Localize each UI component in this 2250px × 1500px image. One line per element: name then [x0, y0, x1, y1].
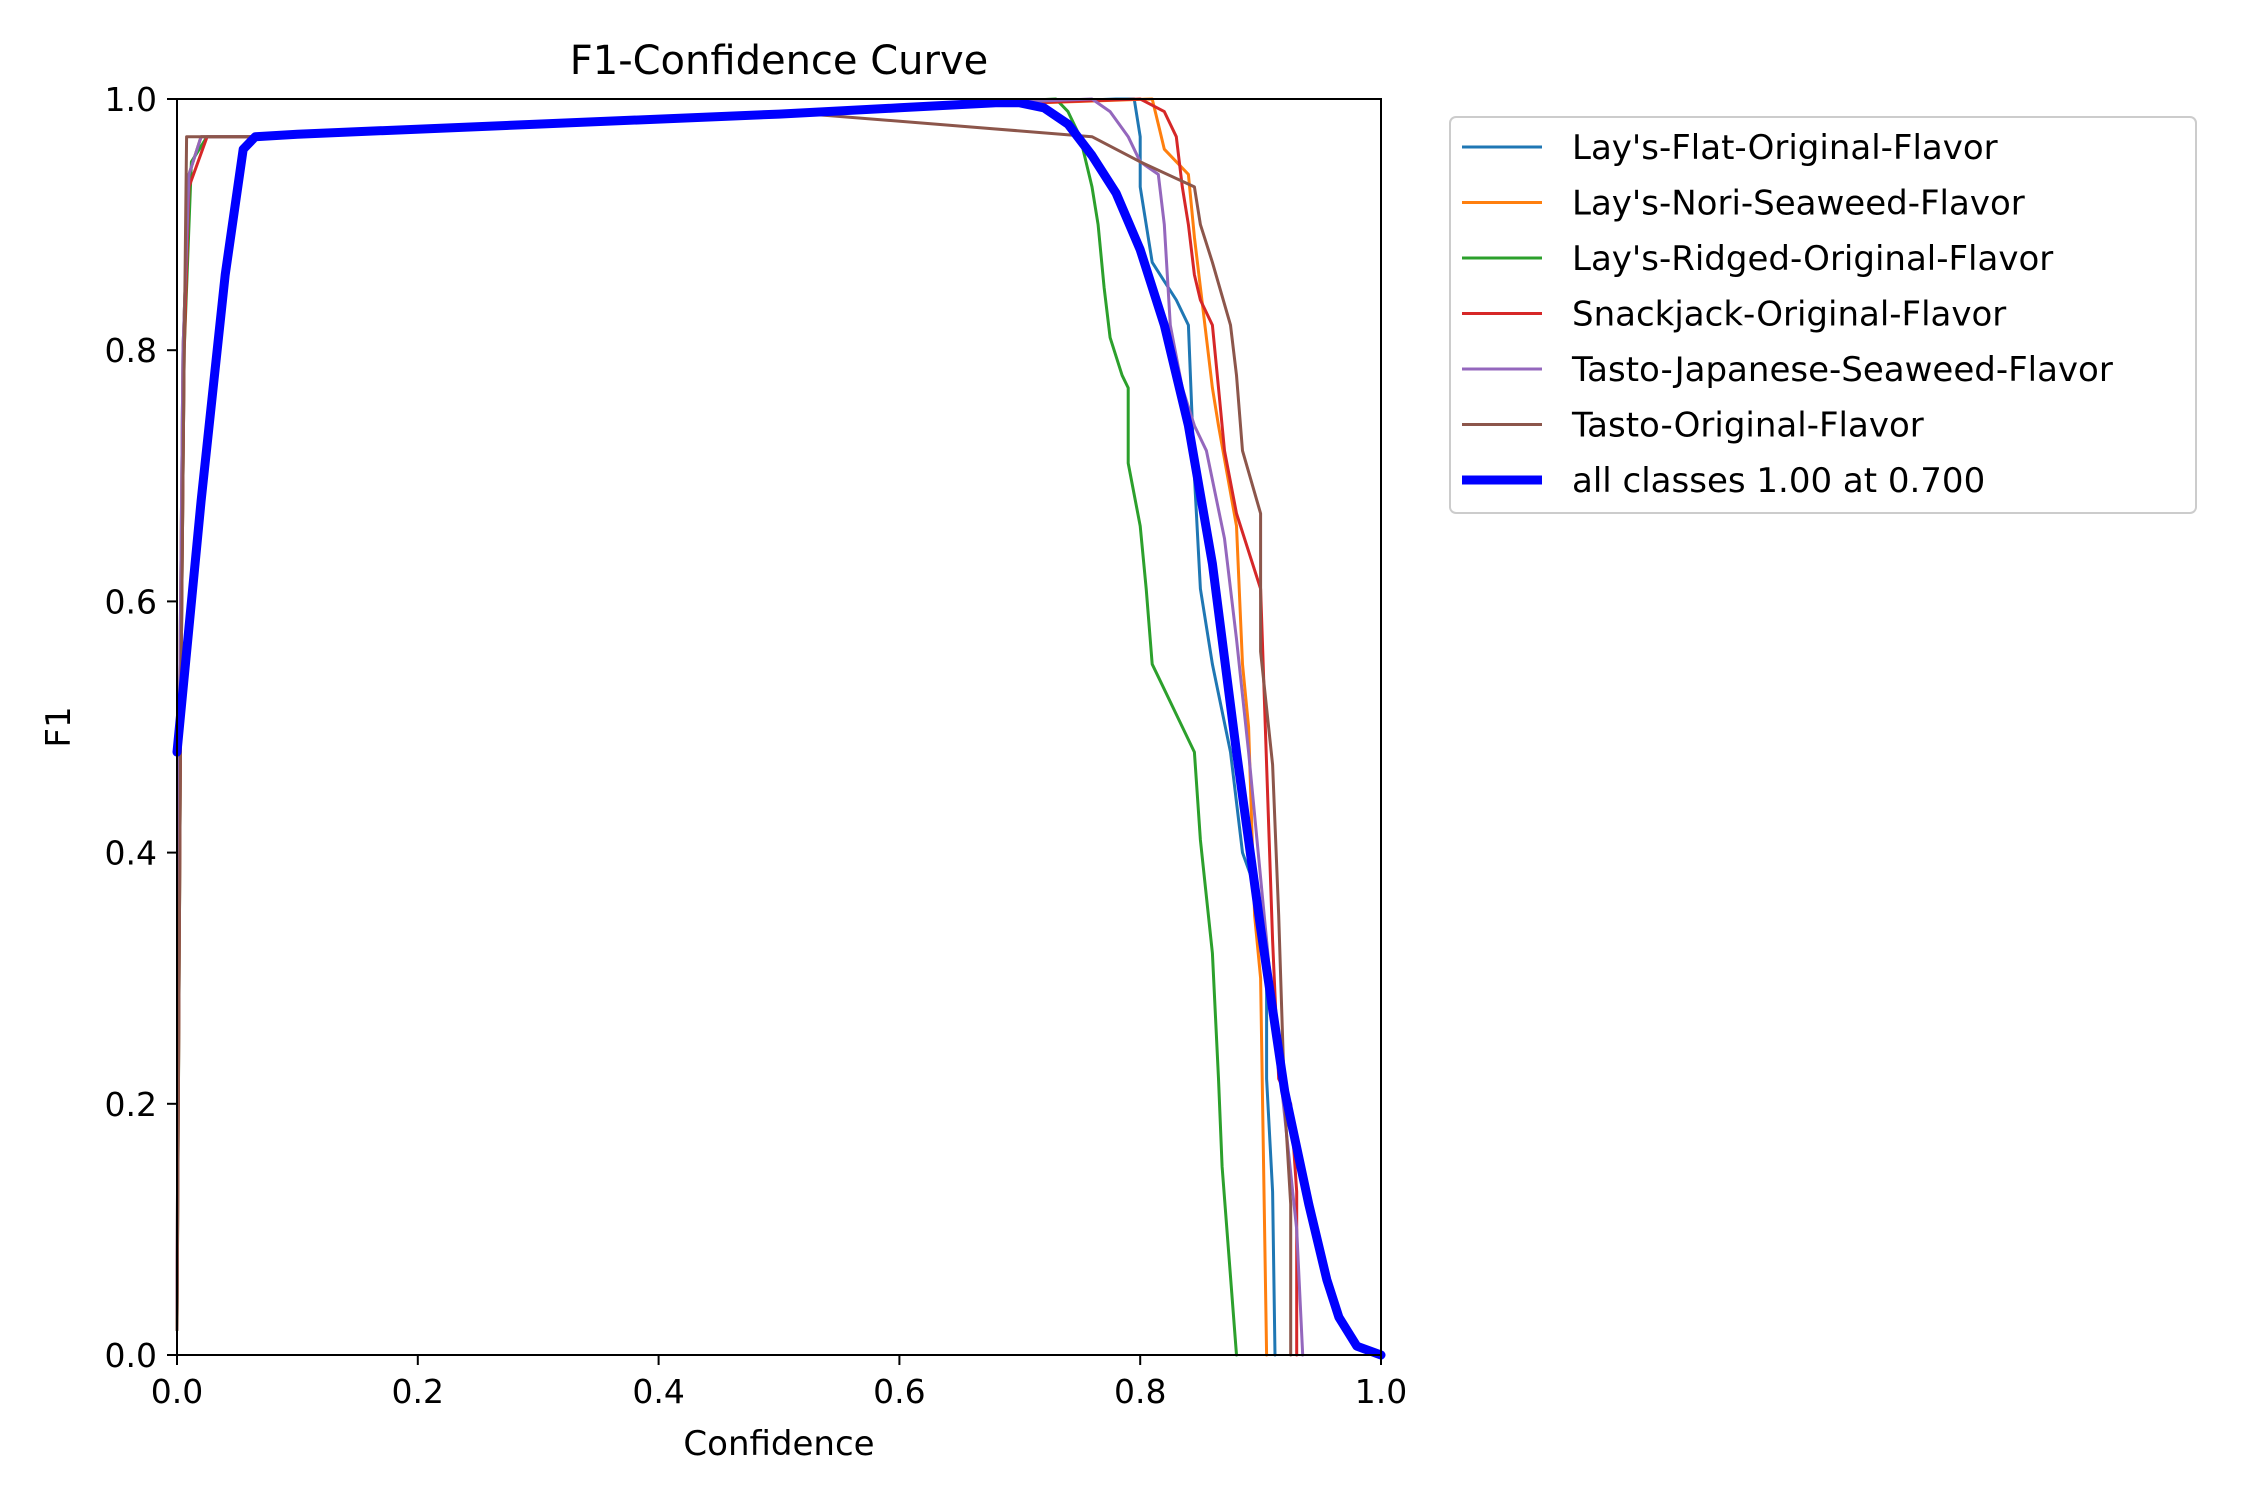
x-tick-label: 0.0 — [151, 1372, 203, 1411]
y-tick-label: 0.2 — [105, 1085, 157, 1124]
x-tick-label: 0.2 — [392, 1372, 444, 1411]
legend-item-tasto-original-flavor: Tasto-Original-Flavor — [1462, 406, 1924, 446]
legend-label: Lay's-Flat-Original-Flavor — [1572, 128, 1998, 168]
legend-item-lay-s-ridged-original-flavor: Lay's-Ridged-Original-Flavor — [1462, 239, 2053, 279]
chart-title: F1-Confidence Curve — [570, 38, 989, 84]
x-tick-label: 0.6 — [873, 1372, 925, 1411]
y-tick-label: 1.0 — [105, 80, 157, 119]
legend-label: Tasto-Original-Flavor — [1571, 406, 1924, 446]
legend-label: Lay's-Ridged-Original-Flavor — [1572, 239, 2053, 279]
legend: Lay's-Flat-Original-Flavor Lay's-Nori-Sea… — [1449, 116, 2197, 514]
plot-frame — [176, 98, 1382, 1356]
legend-label: all classes 1.00 at 0.700 — [1572, 461, 1985, 501]
x-tick-label: 1.0 — [1355, 1372, 1407, 1411]
legend-label: Tasto-Japanese-Seaweed-Flavor — [1571, 350, 2113, 390]
tick-layer: 0.0 0.2 0.4 0.6 0.8 1.0 0.0 0.2 0.4 0.6 0.8 1.0 — [105, 80, 1408, 1411]
legend-item-lay-s-nori-seaweed-flavor: Lay's-Nori-Seaweed-Flavor — [1462, 184, 2025, 224]
legend-item-snackjack-original-flavor: Snackjack-Original-Flavor — [1462, 295, 2006, 335]
y-tick-label: 0.4 — [105, 834, 157, 873]
legend-item-lay-s-flat-original-flavor: Lay's-Flat-Original-Flavor — [1462, 128, 1998, 168]
series-line-tasto-original-flavor — [175, 110, 1293, 1357]
y-tick-label: 0.8 — [105, 331, 157, 370]
x-tick-label: 0.8 — [1114, 1372, 1166, 1411]
y-tick-label: 0.0 — [105, 1336, 157, 1375]
x-tick-label: 0.4 — [632, 1372, 684, 1411]
legend-label: Lay's-Nori-Seaweed-Flavor — [1572, 184, 2025, 224]
y-axis-label: F1 — [39, 706, 79, 747]
x-axis-label: Confidence — [683, 1424, 874, 1464]
legend-items: Lay's-Flat-Original-Flavor Lay's-Nori-Sea… — [1462, 128, 2113, 501]
legend-item-all-classes-1-00-at-0-700: all classes 1.00 at 0.700 — [1462, 461, 1985, 501]
legend-box — [1449, 116, 2197, 514]
series-line-all-classes-1-00-at-0-700 — [172, 98, 1386, 1360]
series-layer — [172, 97, 1386, 1360]
legend-label: Snackjack-Original-Flavor — [1572, 295, 2006, 335]
y-tick-label: 0.6 — [105, 582, 157, 621]
legend-item-tasto-japanese-seaweed-flavor: Tasto-Japanese-Seaweed-Flavor — [1462, 350, 2113, 390]
